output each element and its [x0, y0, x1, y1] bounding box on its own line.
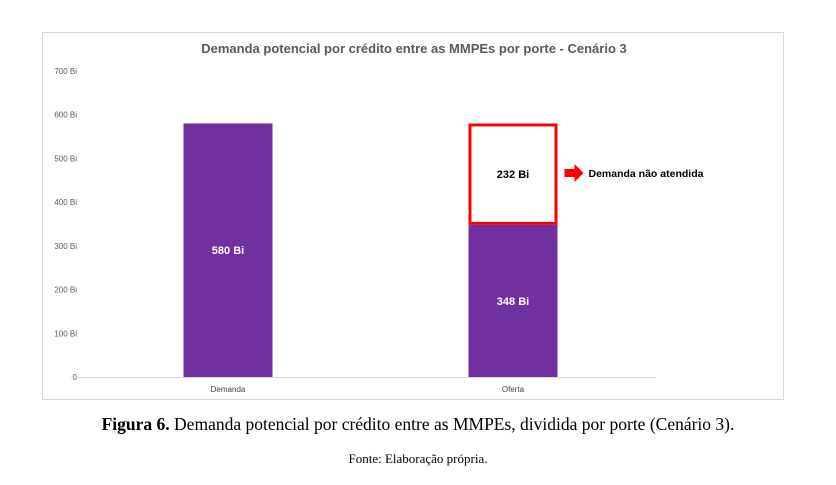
annotation-label: Demanda não atendida: [589, 168, 704, 180]
y-tick-label: 600 Bi: [54, 111, 77, 120]
stacked-bar-chart: Demanda potencial por crédito entre as M…: [54, 41, 704, 394]
arrow-right-icon: [564, 164, 584, 182]
bar-segment-oferta: [468, 224, 558, 377]
chart-title: Demanda potencial por crédito entre as M…: [201, 41, 626, 56]
x-tick-label: Oferta: [502, 385, 525, 394]
chart-frame: Demanda potencial por crédito entre as M…: [42, 32, 784, 400]
bar-segment-unmet-oferta: [468, 123, 558, 225]
y-tick-label: 300 Bi: [54, 242, 77, 251]
y-tick-label: 500 Bi: [54, 154, 77, 163]
x-tick-label: Demanda: [211, 385, 246, 394]
caption-label: Figura 6.: [101, 414, 170, 434]
caption-text: Demanda potencial por crédito entre as M…: [169, 414, 735, 434]
y-tick-label: 100 Bi: [54, 329, 77, 338]
figure-caption: Figura 6. Demanda potencial por crédito …: [0, 414, 836, 435]
bar-segment-demanda: [183, 123, 273, 377]
figure-source: Fonte: Elaboração própria.: [348, 451, 488, 466]
data-label: 348 Bi: [497, 296, 529, 308]
y-tick-label: 400 Bi: [54, 198, 77, 207]
data-label: 232 Bi: [497, 169, 529, 181]
y-tick-label: 700 Bi: [54, 67, 77, 76]
y-tick-label: 200 Bi: [54, 286, 77, 295]
data-label: 580 Bi: [212, 245, 244, 257]
